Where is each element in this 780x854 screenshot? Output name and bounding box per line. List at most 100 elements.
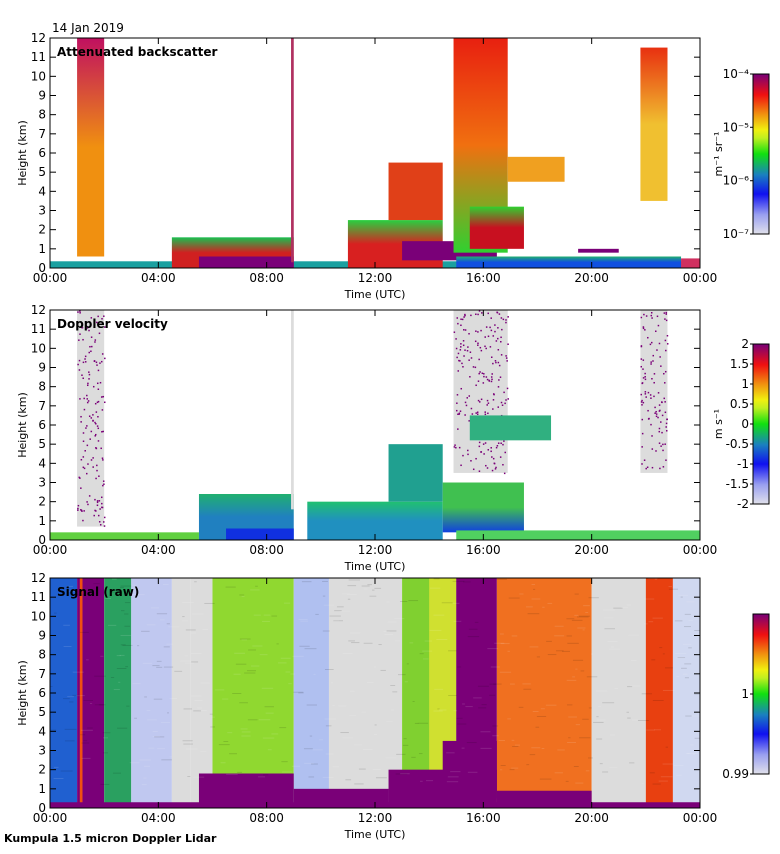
- data-region: [104, 578, 132, 808]
- data-noise: [675, 653, 687, 655]
- data-speck: [96, 469, 98, 472]
- data-speck: [640, 316, 643, 319]
- data-noise: [659, 647, 663, 649]
- data-speck: [102, 395, 105, 398]
- data-noise: [104, 597, 112, 599]
- data-noise: [690, 715, 699, 717]
- data-noise: [148, 747, 155, 749]
- data-noise: [395, 640, 401, 642]
- data-speck: [478, 310, 481, 312]
- colorbar-label: m s⁻¹: [712, 409, 725, 439]
- data-noise: [223, 740, 229, 742]
- data-noise: [498, 740, 505, 742]
- data-noise: [342, 737, 353, 739]
- data-noise: [246, 670, 257, 672]
- data-noise: [264, 706, 274, 708]
- data-noise: [218, 744, 230, 746]
- data-speck: [484, 442, 487, 444]
- data-speck: [641, 446, 643, 448]
- data-noise: [313, 673, 316, 675]
- data-noise: [315, 613, 319, 615]
- data-speck: [646, 466, 649, 469]
- data-noise: [120, 610, 125, 612]
- data-noise: [185, 629, 196, 631]
- data-speck: [97, 388, 100, 391]
- data-speck: [666, 334, 669, 337]
- data-noise: [437, 708, 440, 710]
- data-speck: [97, 514, 100, 517]
- data-speck: [103, 483, 105, 485]
- x-tick-label: 12:00: [358, 811, 393, 825]
- data-speck: [663, 372, 665, 375]
- data-noise: [585, 612, 589, 614]
- data-noise: [271, 733, 279, 735]
- y-tick-label: 10: [31, 609, 46, 623]
- data-speck: [485, 347, 487, 350]
- data-speck: [644, 372, 646, 375]
- data-noise: [312, 749, 323, 751]
- data-speck: [455, 446, 457, 449]
- data-speck: [644, 378, 647, 381]
- data-noise: [111, 578, 117, 580]
- data-speck: [82, 456, 85, 458]
- y-tick-label: 12: [31, 303, 46, 317]
- data-speck: [641, 399, 643, 402]
- data-noise: [322, 776, 334, 778]
- data-noise: [692, 753, 695, 755]
- data-noise: [400, 773, 410, 775]
- data-speck: [653, 395, 655, 398]
- data-noise: [411, 756, 416, 758]
- data-noise: [162, 584, 169, 586]
- data-noise: [87, 727, 93, 729]
- data-noise: [492, 725, 499, 727]
- data-speck: [97, 440, 100, 442]
- data-speck: [505, 319, 507, 321]
- y-tick-label: 10: [31, 69, 46, 83]
- data-noise: [676, 676, 680, 678]
- data-speck: [462, 454, 464, 457]
- data-speck: [87, 400, 90, 402]
- data-noise: [463, 581, 471, 583]
- data-speck: [655, 410, 657, 413]
- data-speck: [494, 468, 497, 470]
- data-noise: [597, 706, 601, 708]
- data-noise: [93, 583, 100, 585]
- data-noise: [332, 705, 335, 707]
- colorbar-tick-label: 1.5: [730, 357, 749, 371]
- data-speck: [664, 339, 667, 342]
- data-speck: [456, 317, 459, 319]
- data-noise: [438, 709, 447, 711]
- data-noise: [574, 614, 579, 616]
- data-noise: [350, 632, 361, 634]
- data-noise: [677, 657, 686, 659]
- data-speck: [660, 445, 662, 447]
- data-speck: [99, 362, 101, 364]
- data-speck: [103, 516, 106, 519]
- data-noise: [338, 705, 347, 707]
- data-speck: [100, 396, 103, 398]
- data-noise: [480, 731, 491, 733]
- data-speck: [466, 349, 469, 352]
- data-speck: [665, 311, 668, 314]
- data-noise: [76, 695, 85, 697]
- data-noise: [351, 642, 360, 644]
- data-noise: [129, 762, 140, 764]
- data-speck: [460, 318, 462, 321]
- data-speck: [497, 406, 500, 408]
- y-tick-label: 2: [38, 763, 46, 777]
- data-noise: [385, 757, 397, 759]
- colorbar-tick-label: 10⁻⁴: [723, 67, 750, 81]
- data-noise: [143, 765, 151, 767]
- x-tick-label: 00:00: [683, 811, 718, 825]
- data-noise: [490, 666, 500, 668]
- data-noise: [496, 578, 507, 580]
- data-noise: [112, 772, 122, 774]
- data-speck: [504, 402, 506, 405]
- data-noise: [536, 715, 547, 717]
- data-speck: [642, 401, 645, 404]
- data-noise: [406, 663, 409, 665]
- data-noise: [110, 676, 115, 678]
- data-speck: [78, 339, 80, 341]
- data-region: [645, 578, 673, 808]
- panel-title: Signal (raw): [57, 585, 139, 599]
